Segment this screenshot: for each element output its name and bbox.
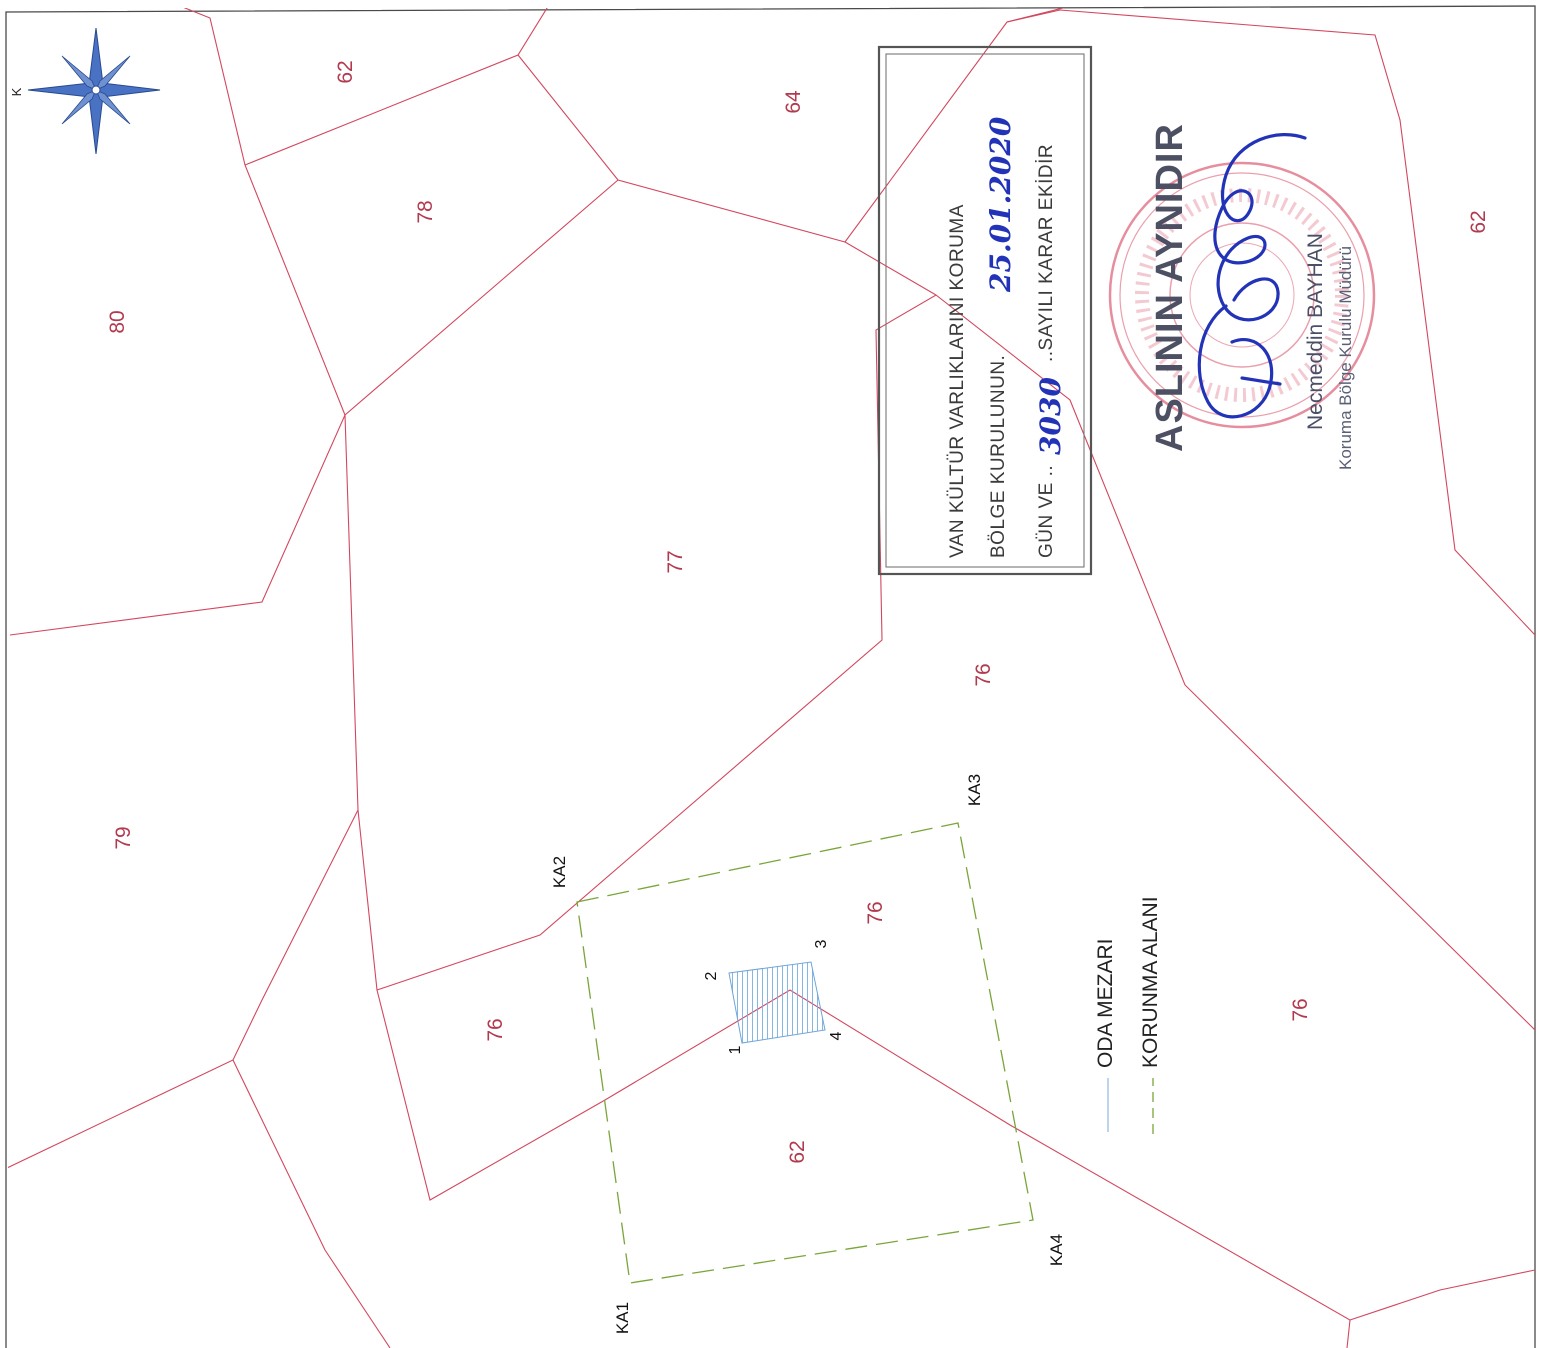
north-label: K xyxy=(9,87,24,96)
tomb-point-label: 4 xyxy=(828,1031,845,1040)
zone-corner-label: KA3 xyxy=(965,774,984,806)
protection-zone xyxy=(576,822,1034,1284)
parcel-boundaries xyxy=(8,8,1535,1348)
parcel-number: 64 xyxy=(782,90,805,114)
parcel-number: 78 xyxy=(414,200,437,223)
legend-tomb-label: ODA MEZARI xyxy=(1094,938,1117,1068)
zone-corner-label: KA4 xyxy=(1047,1234,1066,1266)
signature-stamp: ASLININ AYNIDIR Necmeddin BAYHAN Koruma … xyxy=(1149,123,1355,470)
parcel-number: 77 xyxy=(664,550,687,573)
signatory-title: Koruma Bölge Kurulu Müdürü xyxy=(1336,246,1355,470)
parcel-number: 79 xyxy=(112,826,135,849)
official-seal-icon xyxy=(1108,161,1376,429)
parcel-number: 76 xyxy=(864,901,887,924)
zone-corner-label: KA2 xyxy=(550,856,569,888)
zone-corner-label: KA1 xyxy=(613,1302,632,1334)
parcel-number: 76 xyxy=(484,1018,507,1041)
stamp-line-3-suffix: ..SAYILI KARAR EKİDİR xyxy=(1036,144,1057,362)
north-arrow-icon xyxy=(27,27,161,155)
decision-stamp: VAN KÜLTÜR VARLIKLARINI KORUMA BÖLGE KUR… xyxy=(877,45,1093,576)
stamp-line-2: BÖLGE KURULUNUN. xyxy=(988,355,1009,558)
stamp-line-1: VAN KÜLTÜR VARLIKLARINI KORUMA xyxy=(947,204,968,558)
tomb-point-label: 1 xyxy=(727,1045,744,1054)
legend: ODA MEZARI KORUNMA ALANI xyxy=(1094,896,1162,1134)
stamp-handwritten-date: 25.01.2020 xyxy=(984,116,1017,293)
tomb-point-label: 3 xyxy=(813,939,830,948)
signatory-name: Necmeddin BAYHAN xyxy=(1304,233,1327,430)
stamp-line-3-prefix: GÜN VE .. xyxy=(1036,465,1057,558)
parcel-number: 76 xyxy=(1289,998,1312,1021)
handwritten-signature xyxy=(1197,133,1307,419)
certified-copy-label: ASLININ AYNIDIR xyxy=(1149,123,1191,452)
parcel-number: 80 xyxy=(106,310,129,333)
parcel-number: 62 xyxy=(334,60,357,83)
tomb-point-label: 2 xyxy=(703,971,720,980)
stamp-handwritten-number: 3030 xyxy=(1034,377,1067,455)
legend-zone-label: KORUNMA ALANI xyxy=(1139,896,1162,1068)
parcel-number: 62 xyxy=(1467,210,1490,233)
map-frame xyxy=(5,5,1536,1348)
parcel-number: 76 xyxy=(972,663,995,686)
parcel-number: 62 xyxy=(786,1140,809,1163)
chamber-tomb xyxy=(728,961,826,1044)
parcel-numbers: 62 80 78 64 77 79 76 76 76 62 76 62 xyxy=(106,60,1490,1163)
